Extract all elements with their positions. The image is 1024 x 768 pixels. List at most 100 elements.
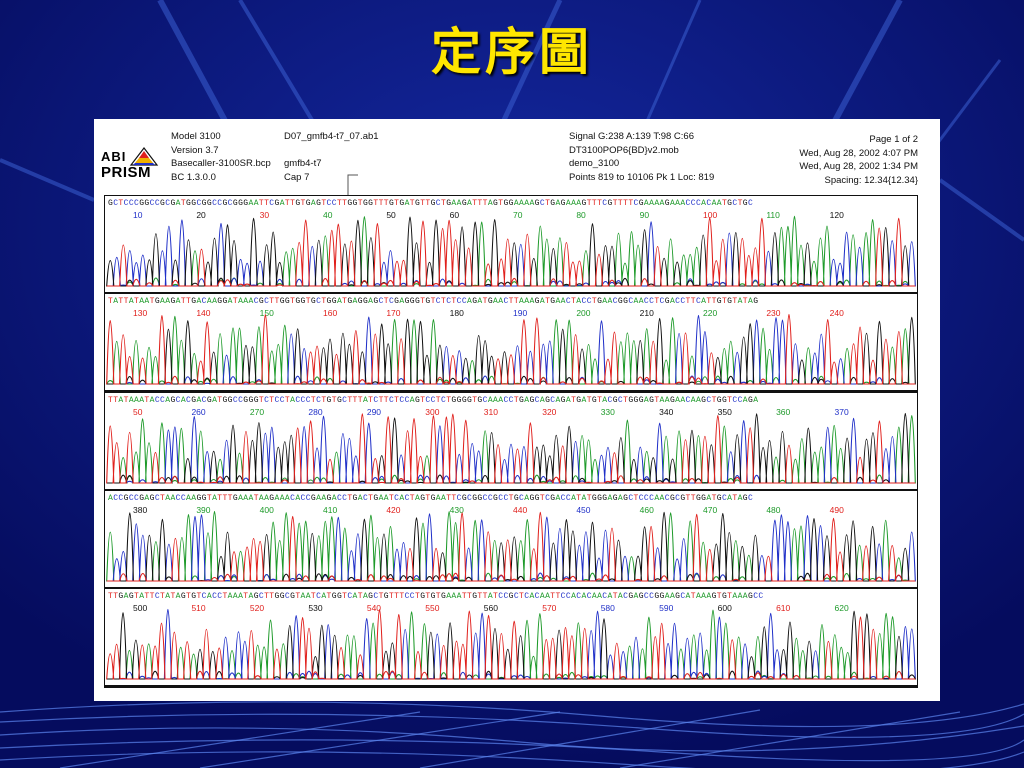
base-call: T <box>123 396 129 405</box>
base-position-label: 540 <box>366 603 382 613</box>
abi-prism-logo: ABI PRISM <box>101 147 159 187</box>
base-call: T <box>513 297 520 306</box>
base-call: T <box>180 297 187 306</box>
base-call: C <box>430 396 436 405</box>
base-call: A <box>274 494 280 503</box>
base-call: A <box>175 592 181 601</box>
base-call: T <box>409 199 415 208</box>
base-call: G <box>154 297 161 306</box>
base-call: G <box>227 396 233 405</box>
base-call: A <box>378 494 384 503</box>
base-call: C <box>165 199 171 208</box>
base-call: T <box>118 297 124 306</box>
base-call: C <box>586 297 592 306</box>
base-call: A <box>555 396 561 405</box>
base-call: G <box>373 297 379 306</box>
base-call: C <box>238 396 244 405</box>
base-call: G <box>638 396 644 405</box>
base-call: A <box>165 592 171 601</box>
base-call: G <box>461 494 468 503</box>
base-call: G <box>191 396 197 405</box>
base-call: C <box>134 199 140 208</box>
base-call: G <box>310 297 317 306</box>
base-call: A <box>690 396 696 405</box>
base-call: G <box>295 199 301 208</box>
base-call: G <box>727 297 733 306</box>
base-call: T <box>706 297 712 306</box>
base-call: T <box>617 199 624 208</box>
header-mobility: DT3100POP6{BD}v2.mob <box>569 144 679 156</box>
base-call: A <box>560 297 566 306</box>
base-position-label: 190 <box>513 308 528 318</box>
base-call: C <box>232 396 239 405</box>
base-call: T <box>425 494 431 503</box>
base-position-label: 390 <box>196 505 211 515</box>
base-call: C <box>513 592 520 601</box>
base-call: T <box>383 297 389 306</box>
base-call: G <box>529 494 535 503</box>
base-call: G <box>461 199 468 208</box>
base-call: C <box>649 494 655 503</box>
base-call: T <box>180 199 187 208</box>
base-call: A <box>206 297 213 306</box>
base-call: T <box>586 199 592 208</box>
header-signal-info: Signal G:238 A:139 T:98 C:66 DT3100POP6{… <box>569 130 714 184</box>
base-call: C <box>113 199 119 208</box>
base-call: A <box>711 199 717 208</box>
base-call: A <box>732 592 738 601</box>
trace-panel: ACCGCCGAGCTAACCAAGGTATTTGAAATAAGAAACACCG… <box>104 490 918 590</box>
base-call: A <box>669 199 676 208</box>
base-call: A <box>617 494 624 503</box>
base-call: G <box>513 494 520 503</box>
base-call: A <box>519 297 525 306</box>
base-call: T <box>435 592 441 601</box>
base-call: G <box>477 396 483 405</box>
base-call: A <box>362 396 369 405</box>
base-position-label: 200 <box>576 308 591 318</box>
trace-panel: GCTCCCGGCCGCGATGGCGGCCGCGGGAATTCGATTGTGA… <box>104 195 918 295</box>
base-call: C <box>388 396 395 405</box>
base-position-label: 520 <box>249 603 265 613</box>
base-call: C <box>758 592 764 601</box>
base-call: G <box>222 297 228 306</box>
base-call: G <box>258 297 265 306</box>
base-call: T <box>654 396 660 405</box>
base-call: C <box>643 494 650 503</box>
base-call: A <box>659 494 665 503</box>
base-call: T <box>373 199 379 208</box>
base-position-label: 160 <box>323 308 338 318</box>
base-call: C <box>680 297 686 306</box>
base-call: T <box>186 592 192 601</box>
base-call: C <box>612 297 618 306</box>
base-call: A <box>602 297 608 306</box>
header-file-info: D07_gmfb4-t7_07.ab1 gmfb4-t7 Cap 7 <box>284 130 379 184</box>
base-call: A <box>545 592 551 601</box>
base-call: G <box>373 494 379 503</box>
base-call: T <box>576 494 582 503</box>
base-call: A <box>435 494 441 503</box>
base-call: T <box>196 592 202 601</box>
base-call: T <box>342 297 348 306</box>
base-call: A <box>258 494 265 503</box>
base-call: C <box>253 297 259 306</box>
base-call: A <box>456 592 462 601</box>
base-call: G <box>196 494 202 503</box>
base-call: C <box>732 199 738 208</box>
base-call: G <box>560 396 566 405</box>
base-call: T <box>711 494 717 503</box>
base-call: G <box>472 297 478 306</box>
base-call: C <box>128 199 135 208</box>
base-call: A <box>524 494 530 503</box>
base-call: T <box>461 592 468 601</box>
base-call: T <box>144 396 150 405</box>
base-call: T <box>378 592 384 601</box>
base-call: C <box>602 592 608 601</box>
base-position-label: 260 <box>191 407 206 417</box>
base-call: G <box>602 494 608 503</box>
base-call: G <box>347 297 353 306</box>
base-call: A <box>248 592 254 601</box>
base-call: C <box>134 494 140 503</box>
base-call: G <box>430 494 436 503</box>
base-call: G <box>591 494 598 503</box>
base-call: G <box>659 592 665 601</box>
